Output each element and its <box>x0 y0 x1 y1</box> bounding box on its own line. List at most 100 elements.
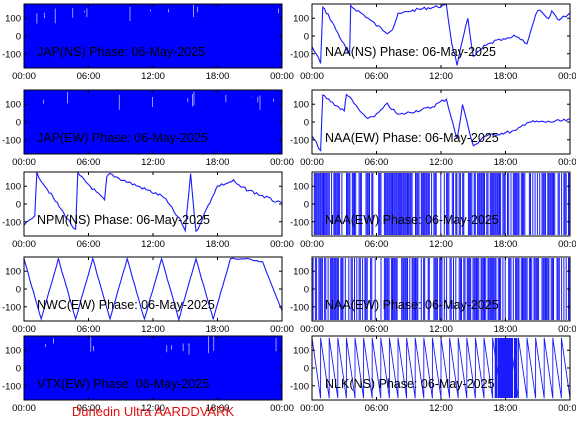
y-tick-label: 0 <box>16 200 21 211</box>
x-tick-label: 18:00 <box>206 71 230 82</box>
x-tick-label: 12:00 <box>429 403 453 414</box>
y-tick-label: 100 <box>293 14 309 25</box>
x-tick-label: 18:00 <box>206 403 230 414</box>
x-tick-label: 00:00 <box>558 71 576 82</box>
y-tick-label: 0 <box>304 364 309 375</box>
x-tick-label: 00:00 <box>300 324 324 335</box>
x-tick-label: 12:00 <box>429 239 453 250</box>
panel-title: NPM(NS) Phase: 06-May-2025 <box>37 213 210 227</box>
x-tick-label: 00:00 <box>300 239 324 250</box>
y-tick-label: 0 <box>304 118 309 129</box>
y-tick-label: -100 <box>290 217 309 228</box>
x-tick-label: 12:00 <box>141 324 165 335</box>
phase-panel-7: 100 0 -100 00:00 06:00 12:00 18:00 00:00 NWC(EW)… <box>2 256 294 335</box>
phase-fill <box>24 336 282 400</box>
x-tick-label: 00:00 <box>300 403 324 414</box>
x-tick-label: 12:00 <box>141 239 165 250</box>
x-tick-label: 12:00 <box>429 324 453 335</box>
y-tick-label: 0 <box>16 364 21 375</box>
y-tick-label: 100 <box>293 182 309 193</box>
phase-panel-8: 100 0 -100 00:00 06:00 12:00 18:00 00:00 NAA(EW)… <box>290 256 576 335</box>
y-tick-label: 100 <box>5 100 21 111</box>
x-tick-label: 00:00 <box>300 71 324 82</box>
y-tick-label: 0 <box>304 285 309 296</box>
x-tick-label: 00:00 <box>270 71 294 82</box>
x-tick-label: 00:00 <box>270 403 294 414</box>
phase-fill <box>24 90 282 154</box>
panel-title: NAA(EW) Phase: 06-May-2025 <box>325 213 499 227</box>
panel-title: NWC(EW) Phase: 06-May-2025 <box>37 298 215 312</box>
x-tick-label: 12:00 <box>141 157 165 168</box>
x-tick-label: 00:00 <box>12 239 36 250</box>
y-tick-label: 100 <box>293 346 309 357</box>
x-tick-label: 00:00 <box>270 239 294 250</box>
y-tick-label: 0 <box>304 32 309 43</box>
y-tick-label: -100 <box>2 302 21 313</box>
x-tick-label: 18:00 <box>206 239 230 250</box>
x-tick-label: 00:00 <box>12 71 36 82</box>
x-tick-label: 12:00 <box>141 403 165 414</box>
x-tick-label: 12:00 <box>429 71 453 82</box>
x-tick-label: 00:00 <box>558 403 576 414</box>
phase-trace <box>24 257 282 321</box>
phase-trace <box>24 172 282 233</box>
phase-panel-10: 100 0 -100 00:00 06:00 12:00 18:00 00:00 NLK(NS)… <box>290 335 576 414</box>
y-tick-label: 0 <box>304 200 309 211</box>
x-tick-label: 06:00 <box>77 239 101 250</box>
y-tick-label: 100 <box>5 182 21 193</box>
y-tick-label: 100 <box>5 346 21 357</box>
x-tick-label: 00:00 <box>12 157 36 168</box>
x-tick-label: 12:00 <box>429 157 453 168</box>
y-tick-label: -100 <box>2 49 21 60</box>
phase-panel-9: 100 0 -100 00:00 06:00 12:00 18:00 00:00 VTX(EW)… <box>2 335 294 414</box>
x-tick-label: 00:00 <box>300 157 324 168</box>
phase-panel-1: 100 0 -100 00:00 06:00 12:00 18:00 00:00 JAP(NS)… <box>2 3 294 82</box>
y-tick-label: 0 <box>16 118 21 129</box>
phase-trace <box>24 90 282 154</box>
x-tick-label: 18:00 <box>206 157 230 168</box>
x-tick-label: 18:00 <box>494 157 518 168</box>
x-tick-label: 06:00 <box>365 239 389 250</box>
y-tick-label: -100 <box>2 217 21 228</box>
phase-trace <box>312 337 570 399</box>
y-tick-label: -100 <box>290 381 309 392</box>
phase-trace <box>24 336 282 400</box>
x-tick-label: 06:00 <box>365 71 389 82</box>
x-tick-label: 18:00 <box>494 403 518 414</box>
y-tick-label: -100 <box>290 49 309 60</box>
phase-panel-2: 100 0 -100 00:00 06:00 12:00 18:00 00:00 NAA(NS)… <box>290 3 576 82</box>
y-tick-label: 100 <box>5 14 21 25</box>
x-tick-label: 18:00 <box>494 324 518 335</box>
panel-title: NLK(NS) Phase: 06-May-2025 <box>325 377 495 391</box>
x-tick-label: 18:00 <box>206 324 230 335</box>
y-tick-label: 100 <box>293 267 309 278</box>
phase-panel-6: 100 0 -100 00:00 06:00 12:00 18:00 00:00 NAA(EW)… <box>290 171 576 250</box>
panel-title: NAA(EW) Phase: 06-May-2025 <box>325 298 499 312</box>
x-tick-label: 06:00 <box>77 71 101 82</box>
panel-title: NAA(NS) Phase: 06-May-2025 <box>325 45 496 59</box>
y-tick-label: 0 <box>16 285 21 296</box>
phase-panel-4: 100 0 -100 00:00 06:00 12:00 18:00 00:00 NAA(EW)… <box>290 89 576 168</box>
x-tick-label: 00:00 <box>12 324 36 335</box>
y-tick-label: -100 <box>290 135 309 146</box>
x-tick-label: 00:00 <box>558 239 576 250</box>
y-tick-label: 100 <box>293 100 309 111</box>
x-tick-label: 06:00 <box>77 324 101 335</box>
x-tick-label: 00:00 <box>270 157 294 168</box>
phase-fill <box>24 4 282 68</box>
phase-trace <box>312 4 570 66</box>
x-tick-label: 00:00 <box>270 324 294 335</box>
y-tick-label: -100 <box>2 135 21 146</box>
x-tick-label: 18:00 <box>494 71 518 82</box>
x-tick-label: 06:00 <box>365 324 389 335</box>
y-tick-label: 0 <box>16 32 21 43</box>
x-tick-label: 00:00 <box>12 403 36 414</box>
x-tick-label: 18:00 <box>494 239 518 250</box>
x-tick-label: 06:00 <box>365 157 389 168</box>
footer-label: Dunedin Ultra AARDDVARK <box>71 404 235 419</box>
x-tick-label: 00:00 <box>558 324 576 335</box>
panel-title: JAP(NS) Phase: 06-May-2025 <box>37 45 205 59</box>
phase-panel-5: 100 0 -100 00:00 06:00 12:00 18:00 00:00 NPM(NS)… <box>2 171 294 250</box>
y-tick-label: -100 <box>2 381 21 392</box>
